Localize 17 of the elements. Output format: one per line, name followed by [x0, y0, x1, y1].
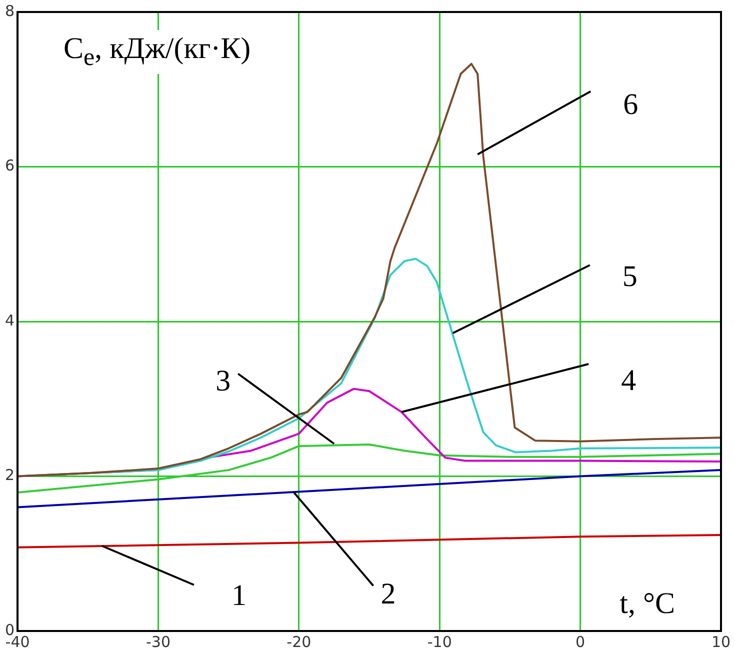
- y-tick-label: 4: [4, 311, 15, 330]
- x-tick-label: -20: [286, 632, 312, 651]
- y-axis-title: C$_{e}$, кДж/(кг·К): [58, 30, 257, 74]
- x-axis-title: t, °C: [614, 585, 681, 623]
- x-tick-label: -30: [146, 632, 170, 651]
- x-tick-label: -10: [427, 632, 452, 651]
- annotation: 5: [622, 260, 638, 293]
- y-tick-label: 6: [4, 156, 15, 175]
- y-tick-label: 2: [4, 466, 15, 484]
- x-tick-label: 0: [576, 632, 586, 651]
- annotation: 6: [623, 88, 638, 122]
- annotation: 1: [231, 578, 246, 612]
- annotation: 2: [380, 578, 396, 611]
- annotation: 3: [216, 364, 231, 398]
- y-tick-label: 8: [4, 2, 15, 20]
- x-tick-label: 10: [711, 632, 731, 651]
- annotation: 4: [621, 364, 636, 397]
